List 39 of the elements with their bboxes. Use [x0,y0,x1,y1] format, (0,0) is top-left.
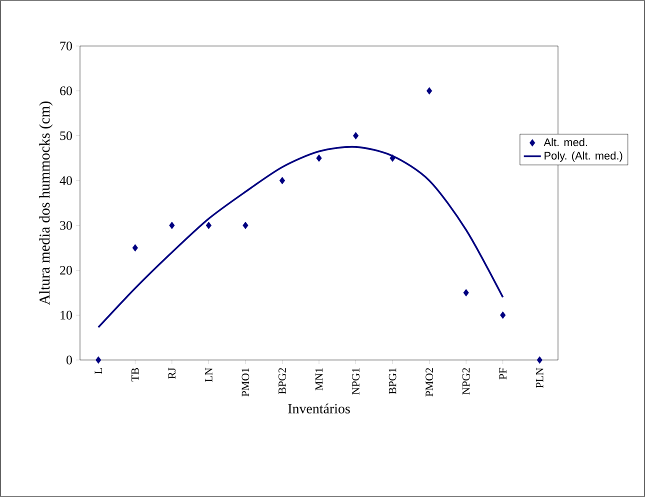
point [206,222,212,230]
x-tick-label: PF [499,368,506,380]
x-tick-label: LN [205,368,212,382]
y-axis-title: Altura media dos hummocks (cm) [39,102,53,305]
x-tick-label: MN1 [315,368,323,390]
y-tick-label: 40 [60,176,72,185]
y-tick-label: 30 [60,221,72,230]
x-tick-label: TB [132,368,139,382]
x-tick-label: NPG2 [462,368,470,395]
x-tick-label: RJ [168,368,176,379]
point [352,132,359,140]
x-tick-label: L [94,368,102,374]
y-tick-label: 50 [60,131,72,140]
y-tick-label: 20 [60,266,72,275]
point [242,222,248,230]
point [426,87,432,95]
x-axis-title: Inventários [288,404,350,414]
point [500,311,506,319]
x-tick-label: NPG1 [352,368,360,395]
x-tick-label: PMO2 [426,368,433,396]
y-tick-label: 0 [66,356,72,364]
point [96,356,102,364]
point [169,222,175,230]
point [463,289,469,296]
x-tick-label: PLN [536,368,544,388]
point [536,356,542,364]
y-tick-label: 60 [60,86,72,96]
legend-label: Alt. med. [544,138,588,146]
point [132,244,138,252]
point [390,154,396,162]
legend-label: Poly. (Alt. med.) [544,152,622,162]
x-tick-label: PMO1 [242,368,250,396]
y-tick-label: 70 [60,42,72,50]
y-tick-label: 10 [60,310,72,320]
line-series [97,146,504,328]
x-tick-label: BPG1 [388,368,396,394]
point [316,154,322,162]
point [279,176,286,184]
x-tick-label: BPG2 [278,368,286,394]
